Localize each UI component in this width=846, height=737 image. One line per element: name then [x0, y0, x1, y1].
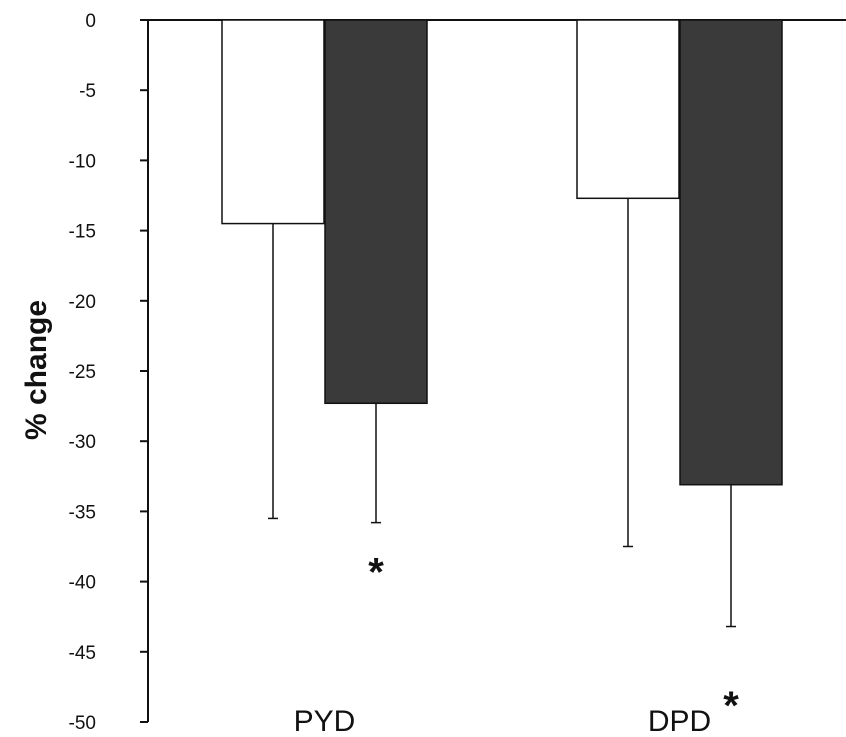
- bar-pyd-series-1: [221, 19, 325, 225]
- bar-pyd-series-2: [324, 19, 428, 405]
- y-tick-label: -15: [69, 222, 96, 243]
- annotations-layer: **: [368, 551, 739, 728]
- y-tick-label: -5: [79, 81, 96, 102]
- y-tick-label: -35: [69, 502, 96, 523]
- y-tick-label: -20: [69, 292, 96, 313]
- category-label-pyd: PYD: [294, 705, 356, 737]
- y-tick-label: -25: [69, 362, 96, 383]
- y-tick-label: -50: [69, 713, 96, 734]
- bar-dpd-series-2: [679, 19, 783, 486]
- y-tick-label: -10: [69, 151, 96, 172]
- significance-star: *: [723, 684, 739, 728]
- y-tick-label: -45: [69, 643, 96, 664]
- bars-layer: [221, 19, 783, 628]
- significance-star: *: [368, 551, 384, 595]
- y-tick-label: -40: [69, 573, 96, 594]
- y-tick-label: 0: [85, 11, 96, 32]
- y-tick-label: -30: [69, 432, 96, 453]
- category-labels: PYD DPD: [294, 705, 712, 737]
- bar-dpd-series-1: [576, 19, 680, 200]
- category-label-dpd: DPD: [648, 705, 711, 737]
- y-axis-title: % change: [20, 300, 53, 440]
- y-axis: 0 -5 -10 -15 -20 -25 -30 -35 -40 -45 -50: [69, 11, 846, 734]
